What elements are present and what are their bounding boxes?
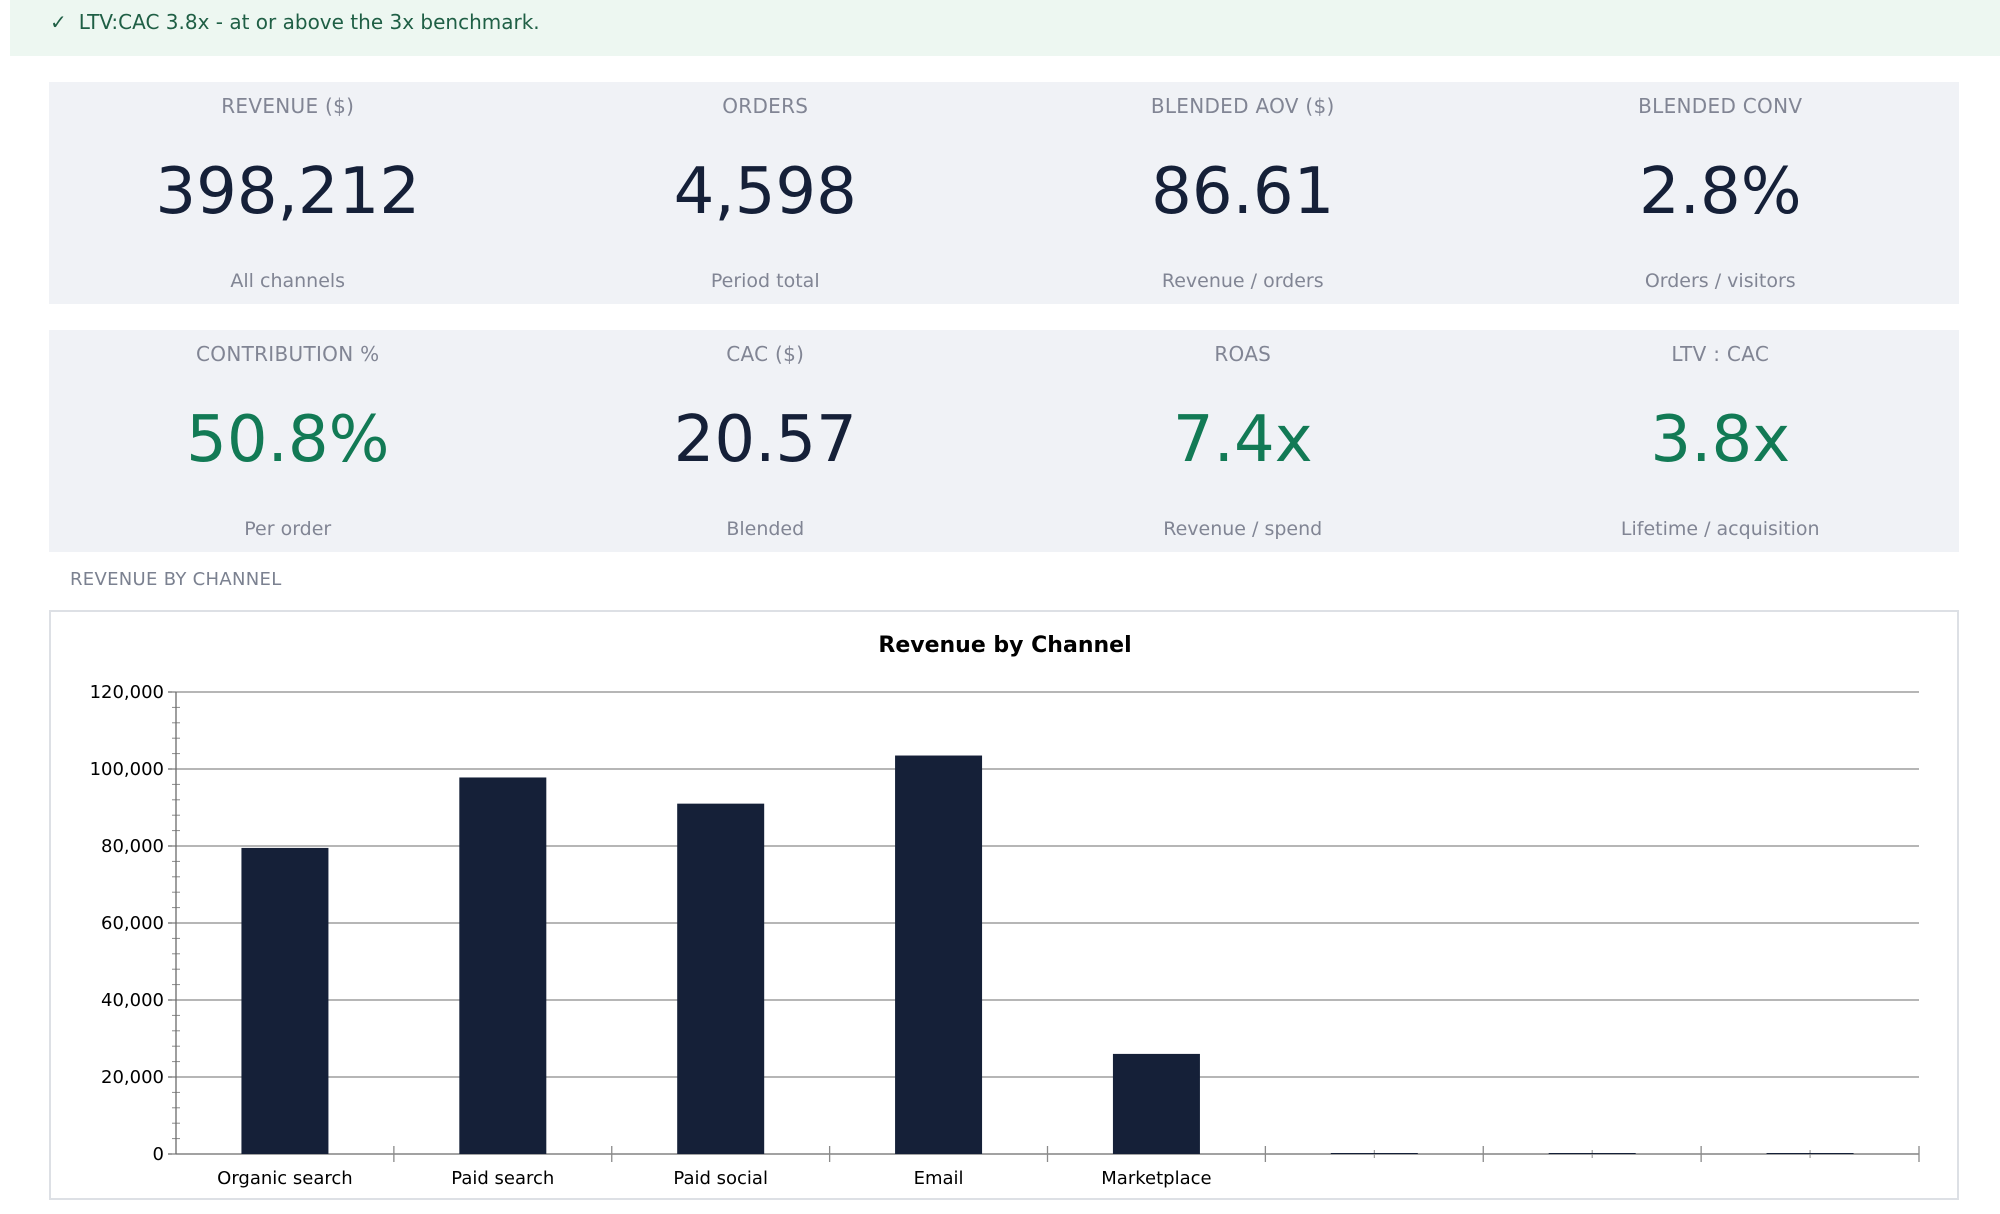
kpi-sublabel: Revenue / spend <box>1163 518 1323 540</box>
kpi-label: CONTRIBUTION % <box>196 342 380 366</box>
kpi-sublabel: Orders / visitors <box>1644 270 1796 292</box>
kpi-value: 50.8% <box>186 403 390 477</box>
y-tick-label: 60,000 <box>101 913 164 934</box>
kpi-sublabel: Period total <box>710 270 820 292</box>
revenue-chart-panel: Revenue by Channel 0 20,000 40,000 60,000 80… <box>49 610 1959 1200</box>
kpi-label: ROAS <box>1214 342 1272 366</box>
kpi-label: BLENDED AOV ($) <box>1150 94 1335 118</box>
status-banner: ✓ LTV:CAC 3.8x - at or above the 3x bench… <box>10 0 2000 56</box>
kpi-sublabel: All channels <box>230 270 346 292</box>
kpi-value: 86.61 <box>1151 155 1335 229</box>
kpi-value: 20.57 <box>673 403 857 477</box>
kpi-card-contribution: CONTRIBUTION % 50.8% Per order <box>49 330 527 552</box>
kpi-card-blended-conv: BLENDED CONV 2.8% Orders / visitors <box>1482 82 1960 304</box>
kpi-card-cac: CAC ($) 20.57 Blended <box>527 330 1005 552</box>
chart-title: Revenue by Channel <box>878 633 1131 658</box>
bar-marketplace <box>1112 1053 1200 1154</box>
kpi-card-ltv-cac: LTV : CAC 3.8x Lifetime / acquisition <box>1482 330 1960 552</box>
kpi-sublabel: Lifetime / acquisition <box>1620 518 1820 540</box>
x-tick-label: Organic search <box>217 1168 353 1189</box>
chart-axes <box>168 691 1920 1162</box>
kpi-value: 7.4x <box>1172 403 1313 477</box>
kpi-value: 4,598 <box>673 155 857 229</box>
kpi-label: BLENDED CONV <box>1638 94 1803 118</box>
kpi-label: ORDERS <box>722 94 809 118</box>
chart-bars <box>241 755 1854 1154</box>
chart-gridlines <box>176 691 1919 1078</box>
kpi-row-primary: REVENUE ($) 398,212 All channels ORDERS … <box>49 82 1959 304</box>
kpi-card-roas: ROAS 7.4x Revenue / spend <box>1004 330 1482 552</box>
kpi-value: 398,212 <box>155 155 421 229</box>
y-tick-label: 100,000 <box>90 759 164 780</box>
kpi-sublabel: Revenue / orders <box>1161 270 1324 292</box>
kpi-sublabel: Blended <box>726 518 805 540</box>
kpi-label: CAC ($) <box>726 342 805 366</box>
kpi-value: 2.8% <box>1638 155 1802 229</box>
bar-email <box>895 755 983 1154</box>
chart-labels: 0 20,000 40,000 60,000 80,000 100,000 120,000 O… <box>90 682 1212 1189</box>
kpi-card-orders: ORDERS 4,598 Period total <box>527 82 1005 304</box>
kpi-card-revenue: REVENUE ($) 398,212 All channels <box>49 82 527 304</box>
kpi-label: LTV : CAC <box>1671 342 1770 366</box>
bar-empty-6 <box>1548 1153 1636 1154</box>
bar-paid-social <box>677 803 765 1154</box>
kpi-row-secondary: CONTRIBUTION % 50.8% Per order CAC ($) 2… <box>49 330 1959 552</box>
bar-organic-search <box>241 847 329 1154</box>
y-tick-label: 120,000 <box>90 682 164 703</box>
kpi-label: REVENUE ($) <box>221 94 355 118</box>
kpi-card-blended-aov: BLENDED AOV ($) 86.61 Revenue / orders <box>1004 82 1482 304</box>
bar-paid-search <box>459 777 547 1154</box>
kpi-value: 3.8x <box>1650 403 1791 477</box>
y-tick-label: 0 <box>153 1144 164 1165</box>
x-tick-label: Paid search <box>451 1168 554 1189</box>
y-tick-label: 20,000 <box>101 1067 164 1088</box>
check-icon: ✓ <box>50 10 67 34</box>
status-banner-text: ✓ LTV:CAC 3.8x - at or above the 3x bench… <box>50 10 540 34</box>
x-tick-label: Paid social <box>673 1168 768 1189</box>
section-label-revenue: REVENUE BY CHANNEL <box>70 569 282 590</box>
revenue-chart: Revenue by Channel 0 20,000 40,000 60,000 80… <box>90 633 1920 1189</box>
y-tick-label: 80,000 <box>101 836 164 857</box>
bar-empty-5 <box>1330 1153 1418 1154</box>
x-tick-label: Email <box>914 1168 964 1189</box>
y-tick-label: 40,000 <box>101 990 164 1011</box>
bar-empty-7 <box>1766 1153 1854 1154</box>
status-message: LTV:CAC 3.8x - at or above the 3x benchm… <box>78 10 540 34</box>
x-tick-label: Marketplace <box>1101 1168 1211 1189</box>
kpi-sublabel: Per order <box>244 518 332 540</box>
